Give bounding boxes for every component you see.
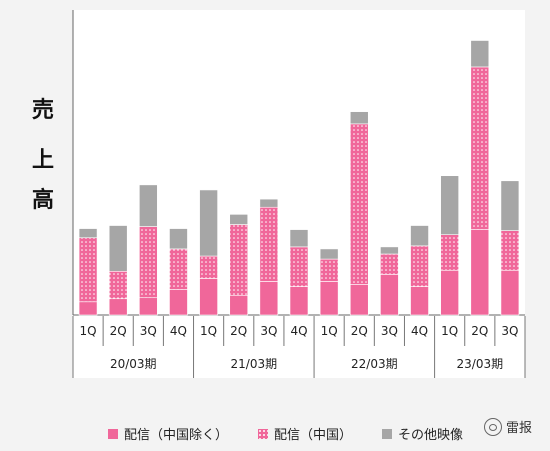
bar-distribution-ex-china [500,269,520,316]
bar-other-video [440,175,459,235]
x-group-label: 23/03期 [457,357,504,371]
y-axis-label-char-1: 売 [31,98,54,123]
bar-distribution-ex-china [470,229,490,316]
wechat-icon [484,417,502,436]
bar-distribution-ex-china [169,289,188,316]
bar-distribution-china [470,66,490,230]
bar-distribution-ex-china [139,297,158,316]
bar-distribution-china [139,226,158,299]
legend-item-distribution-ex-china: 配信（中国除く） [108,424,228,443]
bar-other-video [169,228,188,250]
x-group-label: 21/03期 [231,357,278,371]
bar-distribution-ex-china [440,269,459,316]
x-tick-label: 2Q [351,324,368,338]
x-group-label: 22/03期 [351,357,398,371]
x-tick-label: 3Q [501,324,518,338]
x-tick-label: 2Q [471,324,488,338]
bar-distribution-ex-china [78,301,98,316]
legend-swatch-dotted-pink [258,428,269,439]
x-tick-label: 1Q [200,324,217,338]
bar-distribution-china [78,237,98,303]
bar-distribution-ex-china [229,295,249,316]
x-tick-label: 3Q [140,324,157,338]
x-tick-label: 2Q [110,324,127,338]
bar-distribution-china [380,253,399,275]
legend-item-other-video: その他映像 [382,424,463,443]
bar-other-video [78,228,98,239]
bar-distribution-china [199,255,218,279]
x-tick-label: 4Q [170,324,187,338]
x-tick-label: 4Q [290,324,307,338]
bar-distribution-ex-china [108,298,128,316]
legend-swatch-solid-pink [108,428,118,439]
legend-item-distribution-china: 配信（中国） [258,424,352,443]
legend-label: 配信（中国） [274,428,353,443]
bar-other-video [199,189,218,257]
legend: 配信（中国除く） 配信（中国） その他映像 [108,424,463,443]
bar-other-video [470,40,490,68]
legend-swatch-gray [382,428,393,439]
bar-other-video [319,248,339,260]
bar-distribution-ex-china [380,274,399,316]
x-tick-label: 3Q [260,324,277,338]
bar-other-video [349,111,369,125]
bar-other-video [229,214,249,225]
x-tick-label: 4Q [411,324,428,338]
x-tick-label: 3Q [381,324,398,338]
bar-distribution-ex-china [289,286,309,316]
x-group-label: 20/03期 [110,357,157,371]
bar-other-video [410,225,429,247]
bar-distribution-china [500,230,520,271]
bar-distribution-china [289,246,309,287]
bar-distribution-ex-china [349,284,369,316]
bar-other-video [259,198,279,208]
bar-other-video [289,229,309,248]
bar-distribution-ex-china [410,286,429,316]
bar-distribution-china [410,245,429,287]
bar-distribution-ex-china [199,278,218,316]
y-axis-label-char-3: 高 [31,188,54,213]
bar-other-video [500,180,520,231]
bar-other-video [139,184,158,227]
legend-label: 配信（中国除く） [124,428,229,443]
bar-distribution-china [440,234,459,271]
watermark-text: 雷报 [506,421,533,436]
watermark: 雷报 [484,417,532,436]
x-tick-label: 1Q [441,324,458,338]
x-tick-label: 2Q [230,324,247,338]
bar-distribution-china [319,258,339,282]
legend-label: その他映像 [398,428,464,443]
x-tick-label: 1Q [321,324,338,338]
bar-distribution-china [229,224,249,296]
bar-distribution-china [349,123,369,285]
bar-other-video [380,246,399,255]
bar-distribution-china [169,248,188,290]
bar-distribution-china [108,270,128,300]
bar-other-video [108,225,128,272]
bar-distribution-china [259,206,279,282]
x-tick-label: 1Q [80,324,97,338]
y-axis-label-char-2: 上 [31,148,54,173]
bar-distribution-ex-china [259,281,279,316]
bar-distribution-ex-china [319,281,339,316]
